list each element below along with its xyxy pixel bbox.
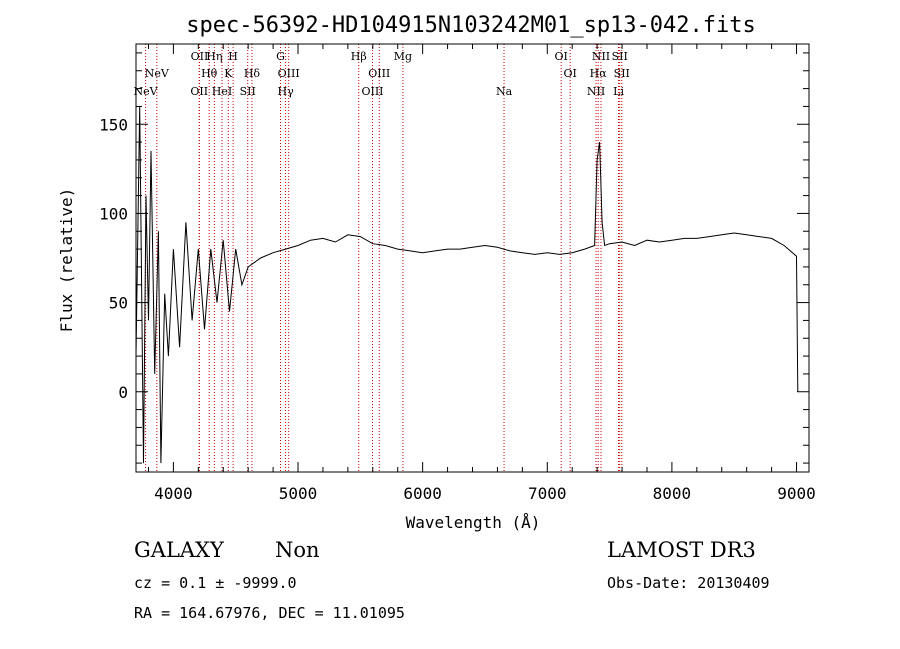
- line-label-3: Hθ: [201, 67, 218, 80]
- line-markers: [145, 44, 623, 472]
- coordinates: RA = 164.67976, DEC = 11.01095: [134, 604, 405, 622]
- line-label-1: NeV: [145, 67, 170, 80]
- line-label-16: OIII: [368, 67, 390, 80]
- x-tick-label-4: 8000: [653, 484, 692, 503]
- y-tick-label-2: 100: [99, 204, 128, 223]
- object-subclass: Non: [275, 538, 320, 562]
- x-tick-label-1: 5000: [279, 484, 318, 503]
- line-label-26: Li: [613, 85, 624, 98]
- line-label-23: NII: [592, 50, 610, 63]
- line-label-4: OII: [191, 50, 209, 63]
- y-tick-label-0: 0: [118, 383, 128, 402]
- line-label-9: Hδ: [244, 67, 261, 80]
- x-axis: 4000 5000 6000 7000 8000 9000: [147, 44, 816, 503]
- line-label-22: Hα: [590, 67, 608, 80]
- object-class: GALAXY: [134, 538, 224, 562]
- y-tick-label-1: 50: [109, 294, 128, 313]
- line-label-24: SII: [612, 50, 628, 63]
- line-label-18: Na: [496, 85, 513, 98]
- y-axis: 0 50 100 150: [99, 52, 809, 464]
- y-tick-label-3: 150: [99, 115, 128, 134]
- line-label-19: OI: [554, 50, 567, 63]
- line-label-20: OI: [563, 67, 576, 80]
- line-label-10: SII: [240, 85, 256, 98]
- x-tick-label-5: 9000: [777, 484, 816, 503]
- obs-date: Obs-Date: 20130409: [607, 574, 770, 592]
- line-label-14: Hβ: [351, 50, 367, 63]
- redshift-readout: cz = 0.1 ± -9999.0: [134, 574, 297, 592]
- line-label-17: Mg: [394, 50, 412, 63]
- chart-title: spec-56392-HD104915N103242M01_sp13-042.f…: [186, 13, 756, 38]
- survey-name: LAMOST DR3: [607, 538, 756, 562]
- x-tick-label-2: 6000: [403, 484, 442, 503]
- flux-series: [135, 106, 799, 464]
- x-axis-label: Wavelength (Å): [406, 513, 541, 532]
- line-label-25: SII: [614, 67, 630, 80]
- line-label-21: NII: [587, 85, 605, 98]
- line-marker-labels: NeVNeVOIIHθOIIHηHeIKHHδSIIGHγOIIIHβOIIIO…: [134, 50, 630, 98]
- line-label-12: Hγ: [277, 85, 294, 98]
- line-label-11: G: [276, 50, 285, 63]
- line-label-6: HeI: [212, 85, 232, 98]
- line-label-7: K: [224, 67, 233, 80]
- line-label-2: OII: [190, 85, 208, 98]
- y-axis-label: Flux (relative): [57, 188, 76, 333]
- line-label-5: Hη: [206, 50, 222, 63]
- line-label-13: OIII: [278, 67, 300, 80]
- x-tick-label-0: 4000: [154, 484, 193, 503]
- x-tick-label-3: 7000: [528, 484, 567, 503]
- line-label-8: H: [228, 50, 238, 63]
- line-label-15: OIII: [361, 85, 383, 98]
- line-label-0: NeV: [134, 85, 159, 98]
